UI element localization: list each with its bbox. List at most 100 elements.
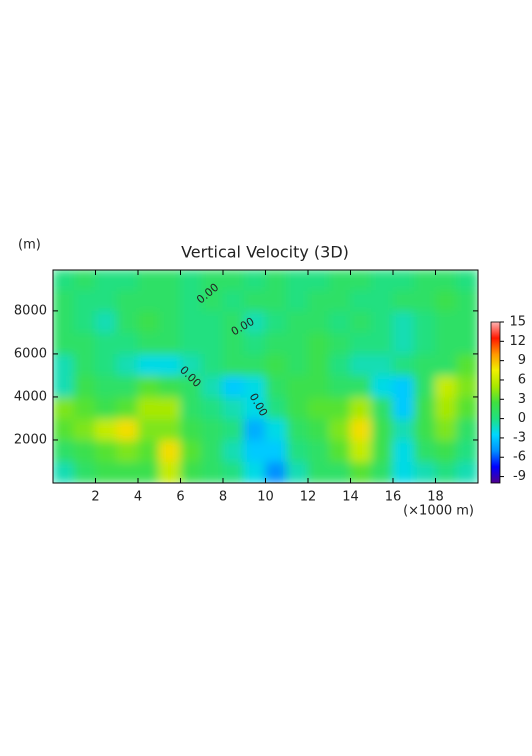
x-tick-label: 16 bbox=[385, 490, 402, 505]
colorbar-tick-label: 0 bbox=[518, 411, 526, 426]
heatmap-cell bbox=[435, 310, 458, 333]
heatmap-cell bbox=[180, 417, 203, 441]
heatmap-cell bbox=[53, 439, 75, 462]
heatmap-cell bbox=[392, 310, 415, 333]
heatmap-cell bbox=[95, 374, 118, 398]
heatmap-cell bbox=[73, 310, 96, 333]
heatmap-cell bbox=[286, 374, 309, 398]
heatmap-cell bbox=[350, 331, 373, 355]
heatmap-cell bbox=[307, 353, 330, 376]
heatmap-cell bbox=[137, 417, 160, 441]
heatmap-cell bbox=[222, 353, 245, 376]
heatmap-cell bbox=[350, 374, 373, 398]
heatmap-cell bbox=[222, 270, 245, 291]
heatmap-cell bbox=[456, 439, 478, 462]
heatmap-cell bbox=[201, 374, 224, 398]
heatmap-cell bbox=[435, 439, 458, 462]
heatmap-cell bbox=[95, 270, 118, 291]
heatmap-cell bbox=[435, 460, 458, 483]
heatmap-cell bbox=[307, 396, 330, 419]
heatmap-cell bbox=[137, 289, 160, 312]
heatmap-cell bbox=[73, 331, 96, 355]
heatmap-cell bbox=[53, 353, 75, 376]
heatmap-cell bbox=[158, 396, 181, 419]
heatmap-cell bbox=[307, 460, 330, 483]
heatmap-cell bbox=[371, 460, 394, 483]
heatmap-cell bbox=[435, 270, 458, 291]
heatmap-cell bbox=[222, 439, 245, 462]
y-tick-label: 8000 bbox=[14, 303, 47, 318]
heatmap-cell bbox=[116, 396, 139, 419]
x-tick-label: 18 bbox=[427, 490, 444, 505]
heatmap-cell bbox=[95, 310, 118, 333]
x-tick-label: 12 bbox=[300, 490, 317, 505]
heatmap-cell bbox=[158, 417, 181, 441]
heatmap-cell bbox=[73, 270, 96, 291]
plot-area bbox=[53, 270, 478, 483]
heatmap-cell bbox=[201, 417, 224, 441]
heatmap-cell bbox=[116, 417, 139, 441]
heatmap-cell bbox=[328, 460, 351, 483]
heatmap-cell bbox=[392, 331, 415, 355]
heatmap-cell bbox=[116, 270, 139, 291]
heatmap-cell bbox=[180, 289, 203, 312]
y-axis-label: (m) bbox=[18, 238, 41, 253]
colorbar-tick-label: 15 bbox=[509, 315, 526, 330]
heatmap-cell bbox=[371, 439, 394, 462]
x-tick-label: 6 bbox=[176, 490, 184, 505]
heatmap-cell bbox=[392, 417, 415, 441]
heatmap-cell bbox=[435, 417, 458, 441]
heatmap-cell bbox=[265, 331, 288, 355]
heatmap-cell bbox=[73, 460, 96, 483]
heatmap-cell bbox=[371, 331, 394, 355]
heatmap-cell bbox=[265, 270, 288, 291]
heatmap-cell bbox=[435, 353, 458, 376]
heatmap-cell bbox=[413, 353, 436, 376]
colorbar-tick-label: 6 bbox=[518, 372, 526, 387]
heatmap-cell bbox=[180, 439, 203, 462]
heatmap-cell bbox=[137, 270, 160, 291]
heatmap-cell bbox=[265, 310, 288, 333]
heatmap-cell bbox=[73, 289, 96, 312]
heatmap-cell bbox=[328, 289, 351, 312]
heatmap-cell bbox=[413, 270, 436, 291]
colorbar-tick-label: 9 bbox=[518, 353, 526, 368]
heatmap-cell bbox=[286, 310, 309, 333]
heatmap-cell bbox=[180, 270, 203, 291]
heatmap-cell bbox=[158, 374, 181, 398]
heatmap-cell bbox=[116, 289, 139, 312]
heatmap-cell bbox=[53, 460, 75, 483]
heatmap-cell bbox=[137, 374, 160, 398]
heatmap-cell bbox=[53, 270, 75, 291]
heatmap-cell bbox=[350, 417, 373, 441]
heatmap-cell bbox=[95, 331, 118, 355]
heatmap-cell bbox=[53, 374, 75, 398]
heatmap-cell bbox=[116, 331, 139, 355]
heatmap-cell bbox=[53, 289, 75, 312]
heatmap-cell bbox=[95, 417, 118, 441]
heatmap-cell bbox=[201, 439, 224, 462]
heatmap-cell bbox=[435, 396, 458, 419]
x-tick-label: 10 bbox=[257, 490, 274, 505]
heatmap-cell bbox=[243, 353, 266, 376]
x-tick-label: 14 bbox=[342, 490, 359, 505]
x-axis-label: (×1000 m) bbox=[403, 504, 474, 519]
heatmap-cell bbox=[137, 396, 160, 419]
heatmap-cell bbox=[222, 417, 245, 441]
heatmap-cell bbox=[243, 331, 266, 355]
heatmap-cell bbox=[222, 331, 245, 355]
heatmap-cell bbox=[371, 396, 394, 419]
heatmap-cell bbox=[286, 417, 309, 441]
heatmap-cell bbox=[371, 270, 394, 291]
heatmap-cell bbox=[286, 289, 309, 312]
heatmap-cell bbox=[286, 331, 309, 355]
colorbar-tick-label: -9 bbox=[513, 469, 526, 484]
heatmap-cell bbox=[201, 310, 224, 333]
heatmap-cell bbox=[243, 374, 266, 398]
heatmap-cell bbox=[95, 289, 118, 312]
heatmap-cell bbox=[201, 289, 224, 312]
heatmap-cell bbox=[53, 310, 75, 333]
heatmap-cell bbox=[201, 331, 224, 355]
colorbar-tick-label: 3 bbox=[518, 392, 526, 407]
heatmap-cell bbox=[350, 289, 373, 312]
